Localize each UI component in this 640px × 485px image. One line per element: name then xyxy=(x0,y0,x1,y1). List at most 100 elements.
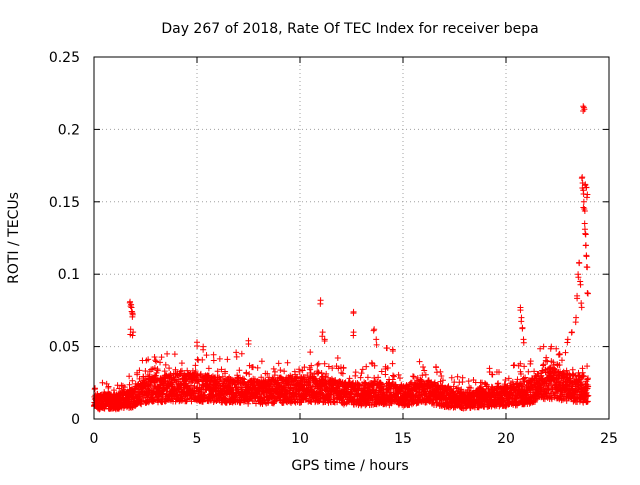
data-point xyxy=(521,363,528,370)
tick-marks xyxy=(93,56,610,420)
data-point xyxy=(518,318,525,325)
data-point xyxy=(162,361,169,368)
data-point xyxy=(502,377,509,384)
data-point xyxy=(581,220,588,227)
data-point xyxy=(129,377,136,384)
data-point xyxy=(395,371,402,378)
data-point xyxy=(200,346,207,353)
data-point xyxy=(522,374,529,381)
data-point xyxy=(389,360,396,367)
data-point xyxy=(137,400,144,407)
x-tick-label: 10 xyxy=(291,431,309,447)
data-point xyxy=(233,353,240,360)
data-point xyxy=(584,363,591,370)
data-point xyxy=(340,364,347,371)
data-point xyxy=(358,370,365,377)
data-point xyxy=(584,264,591,271)
data-point xyxy=(116,405,123,412)
data-point xyxy=(166,365,173,372)
grid-layer xyxy=(94,57,609,419)
y-tick-label: 0.2 xyxy=(58,122,80,138)
data-point xyxy=(581,106,588,113)
data-point xyxy=(486,368,493,375)
data-point xyxy=(164,350,171,357)
data-point xyxy=(540,343,547,350)
data-point xyxy=(578,378,585,385)
y-tick-labels: 0 0.05 0.1 0.15 0.2 0.25 xyxy=(49,50,80,428)
data-point xyxy=(233,349,240,356)
data-point xyxy=(138,401,145,408)
data-point xyxy=(136,367,143,374)
data-point xyxy=(151,365,158,372)
data-point xyxy=(439,377,446,384)
data-point xyxy=(321,360,328,367)
data-point xyxy=(420,364,427,371)
data-point xyxy=(580,198,587,205)
data-point xyxy=(584,398,591,405)
data-point xyxy=(583,194,590,201)
data-point xyxy=(373,341,380,348)
data-point xyxy=(307,366,314,373)
data-point xyxy=(307,370,314,377)
data-point xyxy=(519,325,526,332)
data-point xyxy=(158,354,165,361)
data-point xyxy=(311,371,318,378)
data-point xyxy=(237,385,244,392)
data-point xyxy=(371,362,378,369)
data-point xyxy=(154,367,161,374)
data-point xyxy=(564,339,571,346)
data-point xyxy=(496,369,503,376)
data-point xyxy=(489,371,496,378)
data-point xyxy=(218,366,225,373)
data-point xyxy=(130,329,137,336)
data-point xyxy=(254,364,261,371)
data-point xyxy=(382,371,389,378)
data-point xyxy=(421,367,428,374)
data-point xyxy=(531,368,538,375)
data-point xyxy=(323,370,330,377)
data-point xyxy=(105,383,112,390)
data-point xyxy=(517,307,524,314)
data-point xyxy=(484,381,491,388)
data-point xyxy=(246,371,253,378)
data-point xyxy=(537,387,544,394)
data-point xyxy=(409,373,416,380)
data-point xyxy=(178,360,185,367)
data-point xyxy=(264,370,271,377)
data-point xyxy=(582,231,589,238)
data-point xyxy=(384,365,391,372)
data-point xyxy=(199,356,206,363)
data-point xyxy=(559,396,566,403)
data-point xyxy=(465,378,472,385)
data-point xyxy=(363,363,370,370)
data-point xyxy=(572,319,579,326)
chart-title: Day 267 of 2018, Rate Of TEC Index for r… xyxy=(161,21,538,37)
data-point xyxy=(184,367,191,374)
data-point xyxy=(258,374,265,381)
data-point xyxy=(553,345,560,352)
data-point xyxy=(377,380,384,387)
data-point xyxy=(245,400,252,407)
data-point xyxy=(578,304,585,311)
plot-frame xyxy=(93,56,610,420)
data-point xyxy=(171,351,178,358)
data-point xyxy=(152,357,159,364)
data-point xyxy=(197,370,204,377)
data-point xyxy=(127,303,134,310)
data-point xyxy=(580,372,587,379)
data-point xyxy=(416,358,423,365)
data-points xyxy=(91,103,592,413)
data-point xyxy=(284,359,291,366)
data-point xyxy=(580,373,587,380)
data-point xyxy=(126,373,133,380)
data-point xyxy=(384,345,391,352)
data-point xyxy=(437,368,444,375)
data-point xyxy=(448,374,455,381)
data-point xyxy=(129,332,136,339)
data-point xyxy=(129,313,136,320)
data-point xyxy=(458,386,465,393)
data-point xyxy=(556,361,563,368)
data-point xyxy=(581,208,588,215)
data-point xyxy=(544,358,551,365)
